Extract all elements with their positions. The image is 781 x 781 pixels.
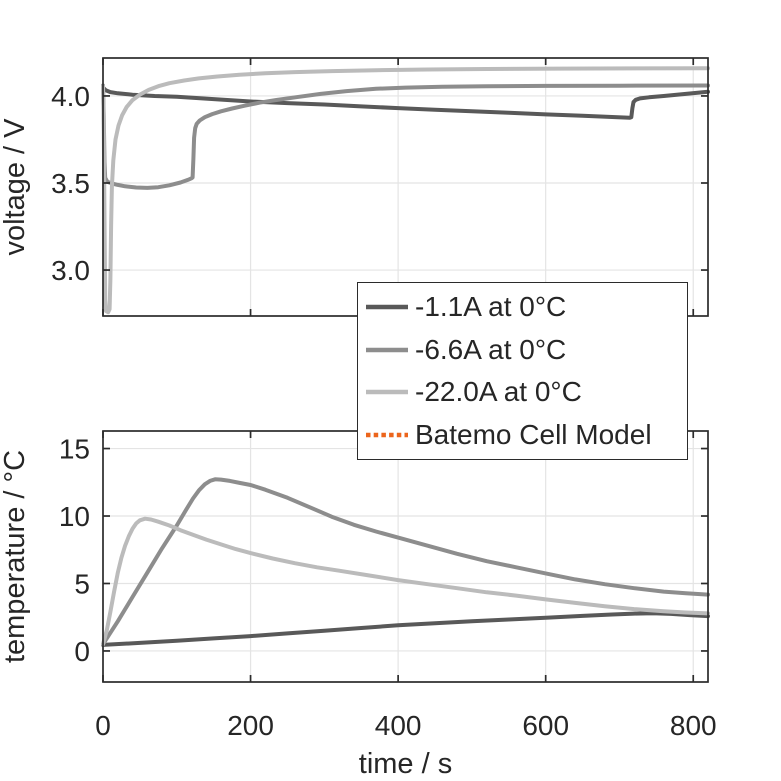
y-tick-label: 3.0: [51, 255, 90, 286]
temperature-plot: 0 5 10 15 0 200 400 600 800 temperature / °C time …: [0, 430, 717, 780]
x-tick-label: 800: [670, 710, 717, 741]
axes-box: [102, 430, 709, 683]
y-axis-label: temperature / °C: [0, 450, 31, 663]
x-tick-label: 0: [95, 710, 111, 741]
legend-item: Batemo Cell Model: [365, 418, 683, 450]
y-tick-label: 0: [74, 636, 90, 667]
y-axis-label: voltage / V: [0, 118, 31, 256]
legend-item: -22.0A at 0°C: [365, 378, 683, 406]
x-tick-label: 400: [375, 710, 422, 741]
series-line-1: [101, 477, 710, 647]
legend-item-label: -22.0A at 0°C: [415, 376, 582, 408]
legend-line-sample: [366, 432, 408, 437]
y-tick-label: 3.5: [51, 168, 90, 199]
legend-item-label: Batemo Cell Model: [415, 418, 652, 450]
series-line-2: [101, 516, 710, 647]
x-tick-label: 200: [227, 710, 274, 741]
x-tick-label: 600: [522, 710, 569, 741]
series-line-0: [101, 611, 710, 647]
legend-item-label: -6.6A at 0°C: [415, 333, 567, 365]
legend-item: -6.6A at 0°C: [365, 333, 683, 365]
x-axis-label: time / s: [359, 748, 452, 780]
series-line-0: [101, 85, 710, 120]
legend-line-sample: [366, 347, 408, 352]
y-tick-label: 5: [74, 568, 90, 599]
y-tick-label: 15: [59, 433, 90, 464]
series-line-1: [101, 83, 710, 190]
legend-line-sample: [366, 305, 408, 310]
legend-item: -1.1A at 0°C: [365, 293, 683, 321]
legend-line-sample: [366, 390, 408, 395]
y-tick-label: 4.0: [51, 81, 90, 112]
y-tick-label: 10: [59, 501, 90, 532]
series-line-2: [101, 66, 710, 315]
voltage-plot: 3.0 3.5 4.0 voltage / V: [0, 57, 710, 317]
legend-item-label: -1.1A at 0°C: [415, 291, 567, 323]
legend-box: -1.1A at 0°C -6.6A at 0°C -22.0A at 0°C …: [357, 282, 688, 460]
